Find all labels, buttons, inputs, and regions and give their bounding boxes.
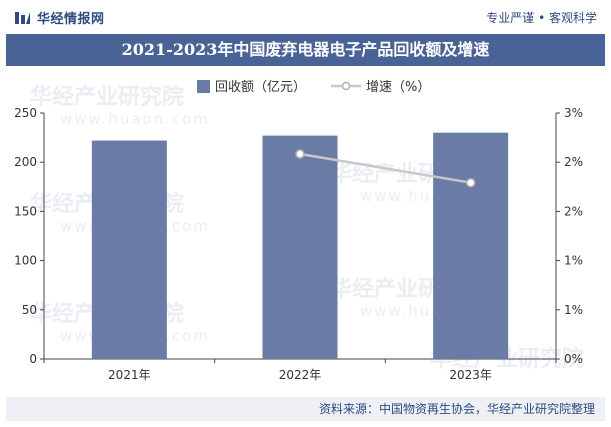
chart: 华经产业研究院 www.huaon.com 华经产业研究院 www.huaon.…: [14, 80, 584, 382]
y-tick-label-left: 50: [22, 303, 37, 317]
source-note: 资料来源：中国物资再生协会，华经产业研究院整理: [6, 397, 605, 421]
y-tick-label-right: 1%: [564, 254, 583, 268]
watermark-url: www.huaon.com: [60, 110, 210, 128]
growth-point: [465, 177, 476, 188]
growth-point: [295, 149, 305, 159]
brand-name: 华经情报网: [37, 12, 105, 27]
legend: 回收额（亿元） 增速（%）: [197, 80, 430, 95]
header-bar: 华经情报网 专业严谨 • 客观科学: [0, 0, 611, 34]
chart-title: 2021-2023年中国废弃电器电子产品回收额及增速: [6, 34, 605, 66]
growth-line: [299, 152, 471, 184]
y-tick-label-right: 3%: [564, 106, 583, 120]
legend-swatch-marker: [341, 81, 351, 91]
y-tick-label-left: 250: [14, 106, 37, 120]
tagline: 专业严谨 • 客观科学: [486, 11, 597, 25]
x-tick-label: 2022年: [279, 368, 322, 382]
y-tick-label-left: 0: [29, 352, 37, 366]
legend-label-bar: 回收额（亿元）: [215, 80, 306, 95]
legend-label-line: 增速（%）: [366, 80, 430, 95]
y-tick-label-right: 0%: [564, 352, 583, 366]
y-tick-label-right: 1%: [564, 303, 583, 317]
x-tick-label: 2021年: [108, 368, 151, 382]
x-tick-label: 2023年: [449, 368, 492, 382]
brand-logo-icon: [15, 11, 30, 24]
y-tick-label-left: 200: [14, 155, 37, 169]
bar: [262, 135, 338, 359]
y-tick-label-left: 100: [14, 254, 37, 268]
legend-swatch-bar: [197, 80, 210, 93]
brand: 华经情报网: [14, 8, 105, 27]
bar: [433, 132, 509, 359]
y-tick-label-right: 2%: [564, 204, 583, 218]
bar: [91, 140, 167, 359]
y-tick-label-left: 150: [14, 204, 37, 218]
watermark-text: 华经产业研究院: [30, 84, 184, 110]
bar-series: [91, 132, 509, 359]
y-tick-label-right: 2%: [564, 155, 583, 169]
line-series: [295, 149, 476, 188]
